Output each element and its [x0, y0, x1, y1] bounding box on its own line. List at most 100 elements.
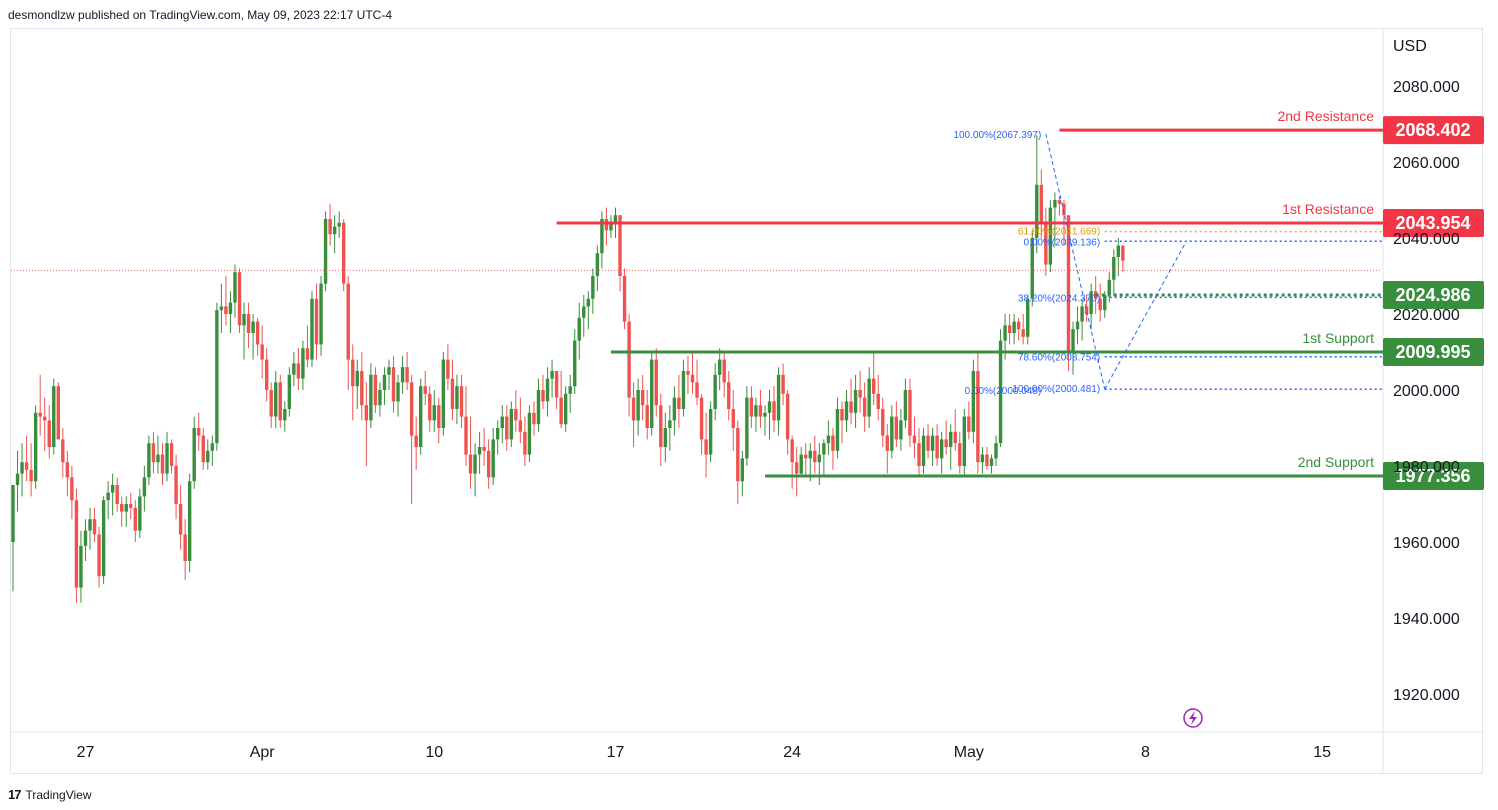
- candle-body: [1066, 215, 1071, 352]
- candle-body: [400, 367, 405, 383]
- candle-body: [378, 390, 382, 406]
- candle-body: [260, 344, 264, 360]
- candle-body: [414, 435, 418, 447]
- y-tick-label: 1920.000: [1393, 687, 1460, 704]
- candle-body: [1053, 200, 1057, 208]
- candle-body: [183, 534, 187, 561]
- candle-body: [283, 409, 287, 421]
- candle-body: [110, 485, 115, 493]
- x-tick-label: 17: [607, 744, 625, 761]
- price-axis-divider-group: [10, 28, 1483, 774]
- tradingview-logo-icon: 17: [8, 787, 22, 802]
- candle-body: [88, 519, 92, 531]
- candle-body: [1062, 203, 1066, 216]
- candle-body: [1103, 295, 1107, 311]
- candle-body: [989, 458, 994, 466]
- candle-body: [944, 439, 948, 447]
- candle-body: [473, 454, 477, 474]
- candle-body: [699, 397, 704, 440]
- candle-body: [319, 283, 323, 345]
- candle-body: [1003, 325, 1007, 341]
- candle-body: [881, 409, 885, 436]
- candle-body: [953, 431, 957, 444]
- candle-body: [713, 374, 717, 409]
- candle-body: [754, 405, 758, 417]
- candle-body: [908, 390, 912, 436]
- fib-label: 0.00%(2039.136): [1023, 237, 1100, 248]
- candle-body: [310, 298, 314, 360]
- fib-label: 100.00%(2000.481): [1012, 384, 1100, 395]
- candle-body: [106, 492, 110, 501]
- candle-body: [210, 443, 215, 451]
- candle-body: [1007, 325, 1012, 333]
- candle-body: [862, 397, 867, 417]
- candle-body: [663, 428, 668, 447]
- candle-body: [38, 412, 42, 417]
- level-price-badge: [1383, 116, 1484, 145]
- candle-body: [867, 378, 871, 417]
- candle-body: [269, 390, 273, 417]
- fib-label: 61.80%(2041.669): [1018, 227, 1100, 238]
- candle-body: [532, 412, 536, 425]
- candle-body: [219, 306, 224, 311]
- y-tick-label: 2000.000: [1393, 383, 1460, 400]
- candle-body: [1071, 329, 1075, 352]
- candle-body: [409, 382, 414, 436]
- candle-body: [586, 298, 591, 307]
- lightning-icon[interactable]: [1183, 708, 1203, 728]
- candle-body: [11, 485, 15, 542]
- candle-body: [1044, 222, 1048, 265]
- candle-body: [1084, 306, 1089, 314]
- candle-body: [1021, 329, 1025, 337]
- candle-body: [323, 219, 328, 284]
- candle-body: [939, 439, 944, 459]
- candle-body: [763, 412, 767, 417]
- publisher-caption: desmondlzw published on TradingView.com,…: [8, 8, 392, 22]
- candle-body: [600, 219, 604, 254]
- candle-body: [1098, 298, 1102, 311]
- candle-body: [967, 416, 971, 432]
- candle-body: [545, 378, 550, 402]
- candle-body: [328, 219, 332, 235]
- candle-body: [296, 363, 301, 379]
- candle-body: [455, 386, 459, 409]
- candle-body: [767, 401, 772, 413]
- candle-body: [962, 416, 966, 466]
- candle-body: [29, 469, 33, 482]
- candle-body: [790, 439, 794, 463]
- candle-body: [785, 393, 790, 440]
- candle-body: [717, 359, 722, 375]
- candle-body: [740, 458, 745, 482]
- y-tick-label: 1960.000: [1393, 535, 1460, 552]
- level-name: 2nd Support: [1298, 454, 1374, 470]
- candle-body: [33, 412, 38, 482]
- y-tick-label: 1940.000: [1393, 611, 1460, 628]
- candle-body: [672, 397, 677, 421]
- candle-body: [994, 443, 998, 459]
- candle-body: [101, 500, 106, 577]
- candle-body: [124, 504, 128, 512]
- candle-body: [980, 454, 985, 463]
- chart-frame[interactable]: [10, 28, 1483, 774]
- candle-body: [437, 405, 441, 428]
- candle-body: [24, 462, 29, 470]
- candle-body: [708, 409, 713, 455]
- candle-body: [971, 371, 976, 432]
- candle-body: [1039, 184, 1044, 223]
- candle-body: [650, 359, 654, 428]
- candle-body: [518, 420, 523, 432]
- candle-body: [591, 276, 595, 299]
- candle-body: [622, 276, 627, 322]
- candle-body: [695, 382, 699, 398]
- candle-body: [804, 454, 808, 459]
- candles-group: [11, 135, 1125, 603]
- candle-body: [690, 374, 695, 383]
- candle-body: [858, 390, 862, 398]
- fib-label: 78.60%(2008.754): [1018, 353, 1100, 364]
- candle-body: [640, 390, 645, 406]
- candle-body: [917, 443, 921, 466]
- fib-group: 100.00%(2067.397)61.80%(2041.669)0.00%(2…: [953, 130, 1383, 397]
- candle-body: [1035, 184, 1039, 238]
- candle-body: [351, 359, 355, 387]
